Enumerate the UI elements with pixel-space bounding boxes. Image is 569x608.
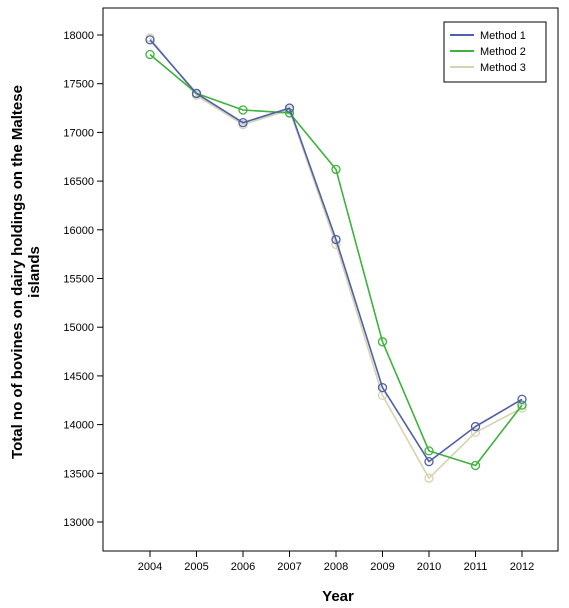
data-point — [424, 473, 434, 483]
x-tick-label: 2010 — [417, 561, 441, 573]
y-tick-label: 14500 — [63, 371, 94, 383]
data-point — [377, 337, 388, 347]
data-point — [145, 49, 155, 60]
x-tick-label: 2012 — [510, 561, 534, 573]
data-point — [331, 164, 341, 175]
x-tick-label: 2005 — [184, 561, 208, 573]
x-tick-label: 2004 — [138, 561, 162, 573]
series-group — [145, 33, 527, 483]
legend-label: Method 3 — [480, 62, 526, 74]
x-axis: 2004 2005 2006 2007 2008 2009 2010 2011 2012 — [138, 551, 534, 573]
y-tick-label: 13000 — [63, 517, 94, 529]
y-axis-title: Total no of bovines on dairy holdings on… — [9, 85, 43, 459]
data-point — [145, 35, 155, 45]
x-tick-label: 2006 — [231, 561, 255, 573]
y-tick-label: 17500 — [63, 79, 94, 91]
y-axis-title-line-1: Total no of bovines on dairy holdings on… — [9, 85, 26, 459]
data-point — [470, 421, 481, 432]
legend-label: Method 2 — [480, 46, 526, 58]
x-tick-label: 2009 — [370, 561, 394, 573]
y-tick-label: 15500 — [63, 274, 94, 286]
series-method-3 — [145, 33, 527, 483]
y-tick-label: 14000 — [63, 420, 94, 432]
data-point — [470, 460, 481, 471]
data-point — [377, 382, 388, 393]
series-line — [149, 37, 523, 480]
data-point — [517, 394, 527, 404]
series-line — [149, 39, 523, 463]
y-tick-label: 17000 — [63, 127, 94, 139]
y-axis: 13000 13500 14000 14500 15000 15500 16000 16500… — [63, 30, 103, 529]
x-tick-label: 2007 — [277, 561, 301, 573]
y-tick-label: 13500 — [63, 468, 94, 480]
series-line — [149, 53, 523, 467]
series-method-1 — [145, 35, 527, 467]
x-tick-label: 2011 — [464, 561, 488, 573]
data-point — [238, 118, 248, 128]
legend-label: Method 1 — [480, 30, 526, 42]
y-tick-label: 16000 — [63, 225, 94, 237]
x-tick-label: 2008 — [324, 561, 348, 573]
y-axis-title-line-2: islands — [26, 246, 43, 298]
series-method-2 — [145, 49, 527, 471]
data-point — [191, 88, 202, 99]
data-point — [517, 403, 527, 413]
legend: Method 1 Method 2 Method 3 — [443, 21, 547, 83]
data-point — [424, 446, 434, 456]
data-point — [424, 456, 434, 467]
y-tick-label: 18000 — [63, 30, 94, 42]
plot-area-frame — [102, 7, 559, 552]
data-point — [284, 103, 295, 113]
data-point — [331, 234, 341, 245]
data-point — [517, 400, 527, 410]
y-tick-label: 16500 — [63, 176, 94, 188]
data-point — [470, 427, 481, 438]
y-tick-label: 15000 — [63, 322, 94, 334]
data-point — [238, 105, 248, 115]
x-axis-title: Year — [322, 588, 354, 605]
